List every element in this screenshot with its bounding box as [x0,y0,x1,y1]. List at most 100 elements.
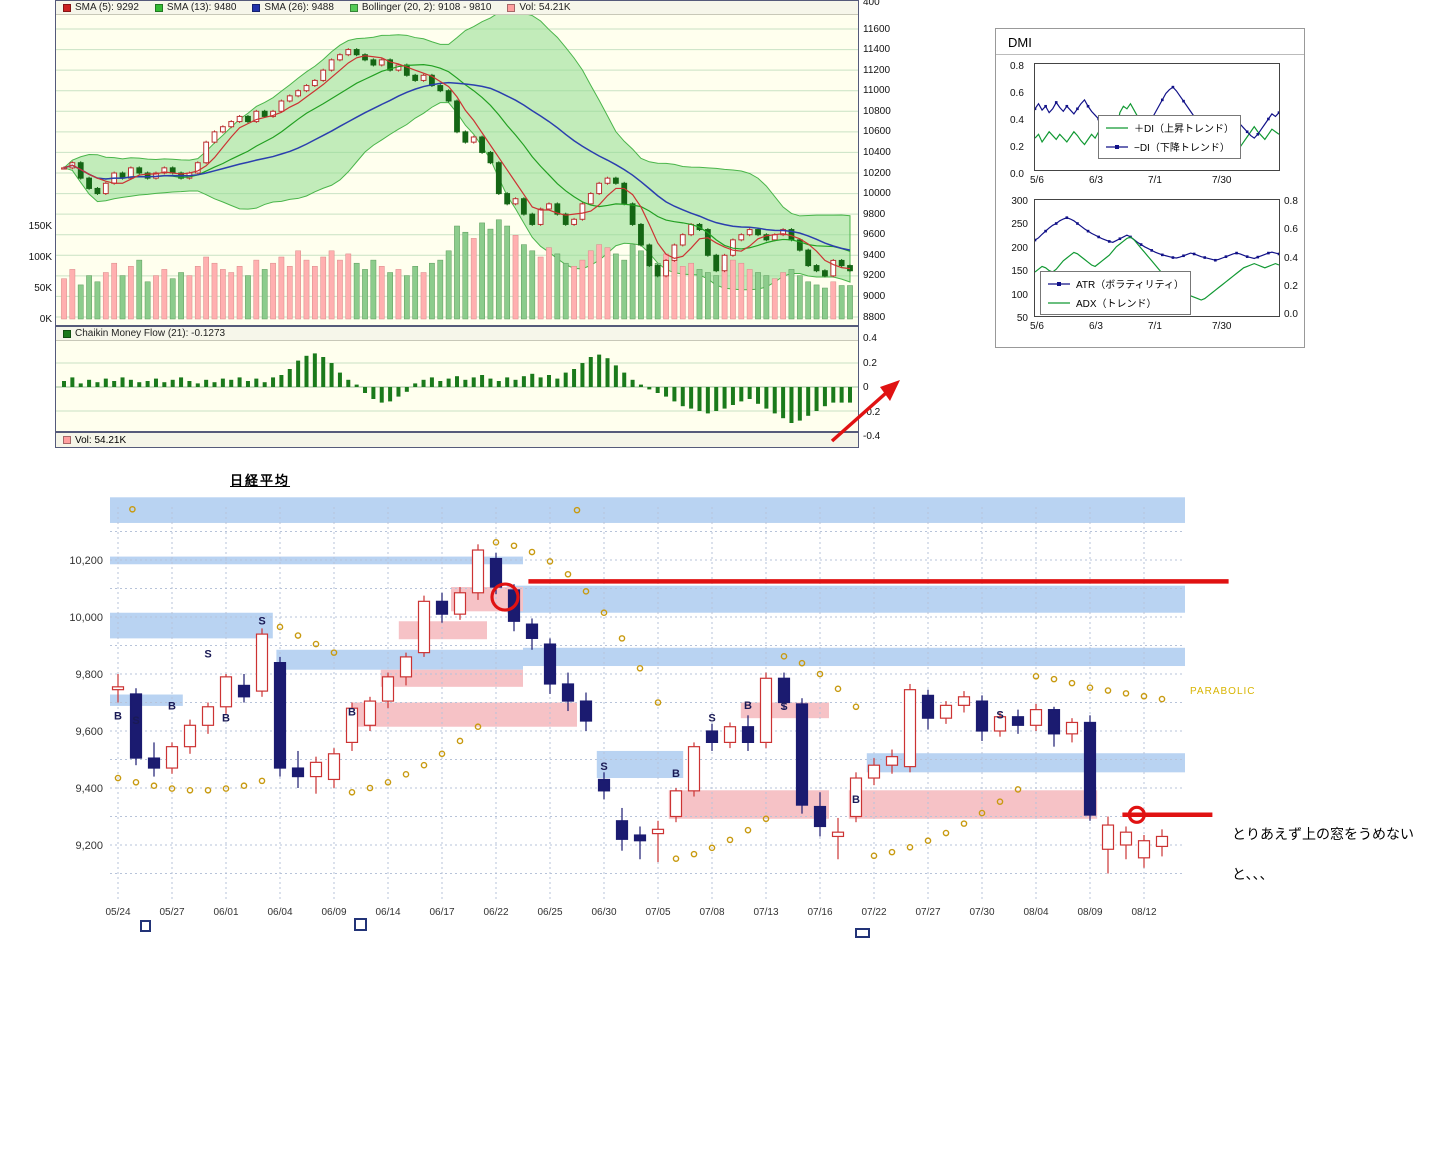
volume-swatch [63,436,71,444]
chaikin-label: Chaikin Money Flow (21): -0.1273 [75,328,226,339]
legend-swatch [349,3,358,12]
axis-label: 7/30 [1212,175,1232,186]
legend-item: SMA (13): 9480 [154,2,237,13]
axis-label: 0.8 [1284,196,1298,207]
axis-label: 0.4 [1010,115,1024,126]
axis-label: 250 [1011,219,1028,231]
svg-text:06/17: 06/17 [429,907,454,918]
legend-label: −DI（下降トレンド） [1134,143,1230,154]
svg-text:B: B [672,768,680,780]
chaikin-axis-labels: 0.4 0.2 0 -0.2 -0.4 [861,326,903,448]
axis-label: -0.2 [863,406,881,418]
legend-label: ＋DI（上昇トレンド） [1134,124,1234,135]
price-chart-legend: SMA (5): 9292 SMA (13): 9480 SMA (26): 948… [56,1,858,15]
legend-item: Vol: 54.21K [507,2,571,13]
svg-text:08/04: 08/04 [1023,907,1048,918]
volume-axis-labels: 150K 100K 50K 0K [20,0,54,330]
axis-label: 0.6 [1010,88,1024,99]
legend-item: Bollinger (20, 2): 9108 - 9810 [349,2,492,13]
chaikin-money-flow-panel: Chaikin Money Flow (21): -0.1273 [55,326,859,432]
legend-label: Vol: 54.21K [519,2,571,13]
svg-text:9,800: 9,800 [75,669,103,681]
axis-label: 11600 [863,23,891,35]
svg-text:05/27: 05/27 [159,907,184,918]
svg-text:B: B [348,707,356,719]
axis-label: 11400 [863,44,891,56]
axis-label: 0.2 [1284,280,1298,292]
dmi-panel: DMI ＋DI（上昇トレンド） −DI（下降トレンド） ATR（ボラティリティ） A… [995,28,1305,348]
svg-text:S: S [204,648,211,660]
svg-text:10,200: 10,200 [69,555,103,567]
legend-label: SMA (5): 9292 [75,2,139,13]
axis-label: 6/3 [1089,321,1103,332]
svg-text:S: S [996,709,1003,721]
axis-label: 7/1 [1148,321,1162,332]
legend-swatch [507,3,516,12]
svg-text:06/14: 06/14 [375,907,400,918]
nikkei-chart-title: 日経平均 [230,473,291,488]
svg-text:05/24: 05/24 [105,907,130,918]
legend-label: SMA (13): 9480 [166,2,237,13]
axis-label: 0.6 [1284,224,1298,236]
axis-label: 0.0 [1010,169,1024,180]
svg-text:08/12: 08/12 [1131,907,1156,918]
svg-text:06/30: 06/30 [591,907,616,918]
svg-text:07/13: 07/13 [753,907,778,918]
axis-label: 150K [28,220,52,232]
partial-ui-artifact [855,928,870,938]
axis-label: 0.2 [863,357,877,369]
chaikin-legend: Chaikin Money Flow (21): -0.1273 [56,327,858,341]
volume-label: Vol: 54.21K [75,434,127,446]
svg-text:9,600: 9,600 [75,726,103,738]
legend-item: ADX（トレンド） [1047,295,1184,310]
axis-label: -0.4 [863,431,881,442]
svg-text:08/09: 08/09 [1077,907,1102,918]
price-chart-panel: SMA (5): 9292 SMA (13): 9480 SMA (26): 948… [55,0,859,326]
svg-text:06/09: 06/09 [321,907,346,918]
svg-text:B: B [168,700,176,712]
partial-ui-artifact [140,920,151,932]
price-axis-labels: 400 11600 11400 11200 11000 10800 10600 10400 10… [861,0,903,336]
legend-item: SMA (5): 9292 [63,2,139,13]
svg-text:07/05: 07/05 [645,907,670,918]
svg-text:S: S [600,761,607,773]
axis-label: 9800 [863,208,886,220]
chaikin-plot [56,353,858,423]
legend-label: Bollinger (20, 2): 9108 - 9810 [361,2,492,13]
axis-label: 9400 [863,249,886,261]
axis-label: 0.0 [1284,309,1298,321]
svg-text:06/01: 06/01 [213,907,238,918]
axis-label: 11000 [863,85,891,97]
svg-text:B: B [114,710,122,722]
axis-label: 7/30 [1212,321,1232,332]
legend-swatch [154,3,163,12]
svg-text:06/04: 06/04 [267,907,292,918]
svg-text:B: B [852,794,860,806]
axis-label: 7/1 [1148,175,1162,186]
axis-label: 11200 [863,64,891,76]
svg-text:B: B [744,700,752,712]
axis-label: 150 [1011,266,1028,278]
gap-annotation-text: とりあえず上の窓をうめない と、、、 [1232,814,1414,894]
svg-text:07/27: 07/27 [915,907,940,918]
axis-label: 9600 [863,229,886,241]
legend-swatch [252,3,261,12]
axis-label: 8800 [863,311,886,323]
svg-text:B: B [222,712,230,724]
legend-label: SMA (26): 9488 [264,2,334,13]
nikkei-daily-chart: 05/24 05/27 06/01 06/04 06/09 06/14 06/17 06/22… [69,497,1256,918]
axis-label: 10200 [863,167,891,179]
svg-text:06/22: 06/22 [483,907,508,918]
svg-text:PARABOLIC: PARABOLIC [1190,686,1256,697]
axis-label: 10000 [863,188,891,200]
axis-label: 10600 [863,126,891,138]
axis-label: 0.8 [1010,61,1024,72]
gap-note-line2: と、、、 [1232,866,1274,882]
volume-panel-header: Vol: 54.21K [55,432,859,448]
dmi-title: DMI [1008,35,1032,50]
svg-text:07/08: 07/08 [699,907,724,918]
gap-note-line1: とりあえず上の窓をうめない [1232,826,1414,842]
axis-label: 5/6 [1030,321,1044,332]
svg-text:9,400: 9,400 [75,783,103,795]
axis-label: 0.2 [1010,142,1024,153]
